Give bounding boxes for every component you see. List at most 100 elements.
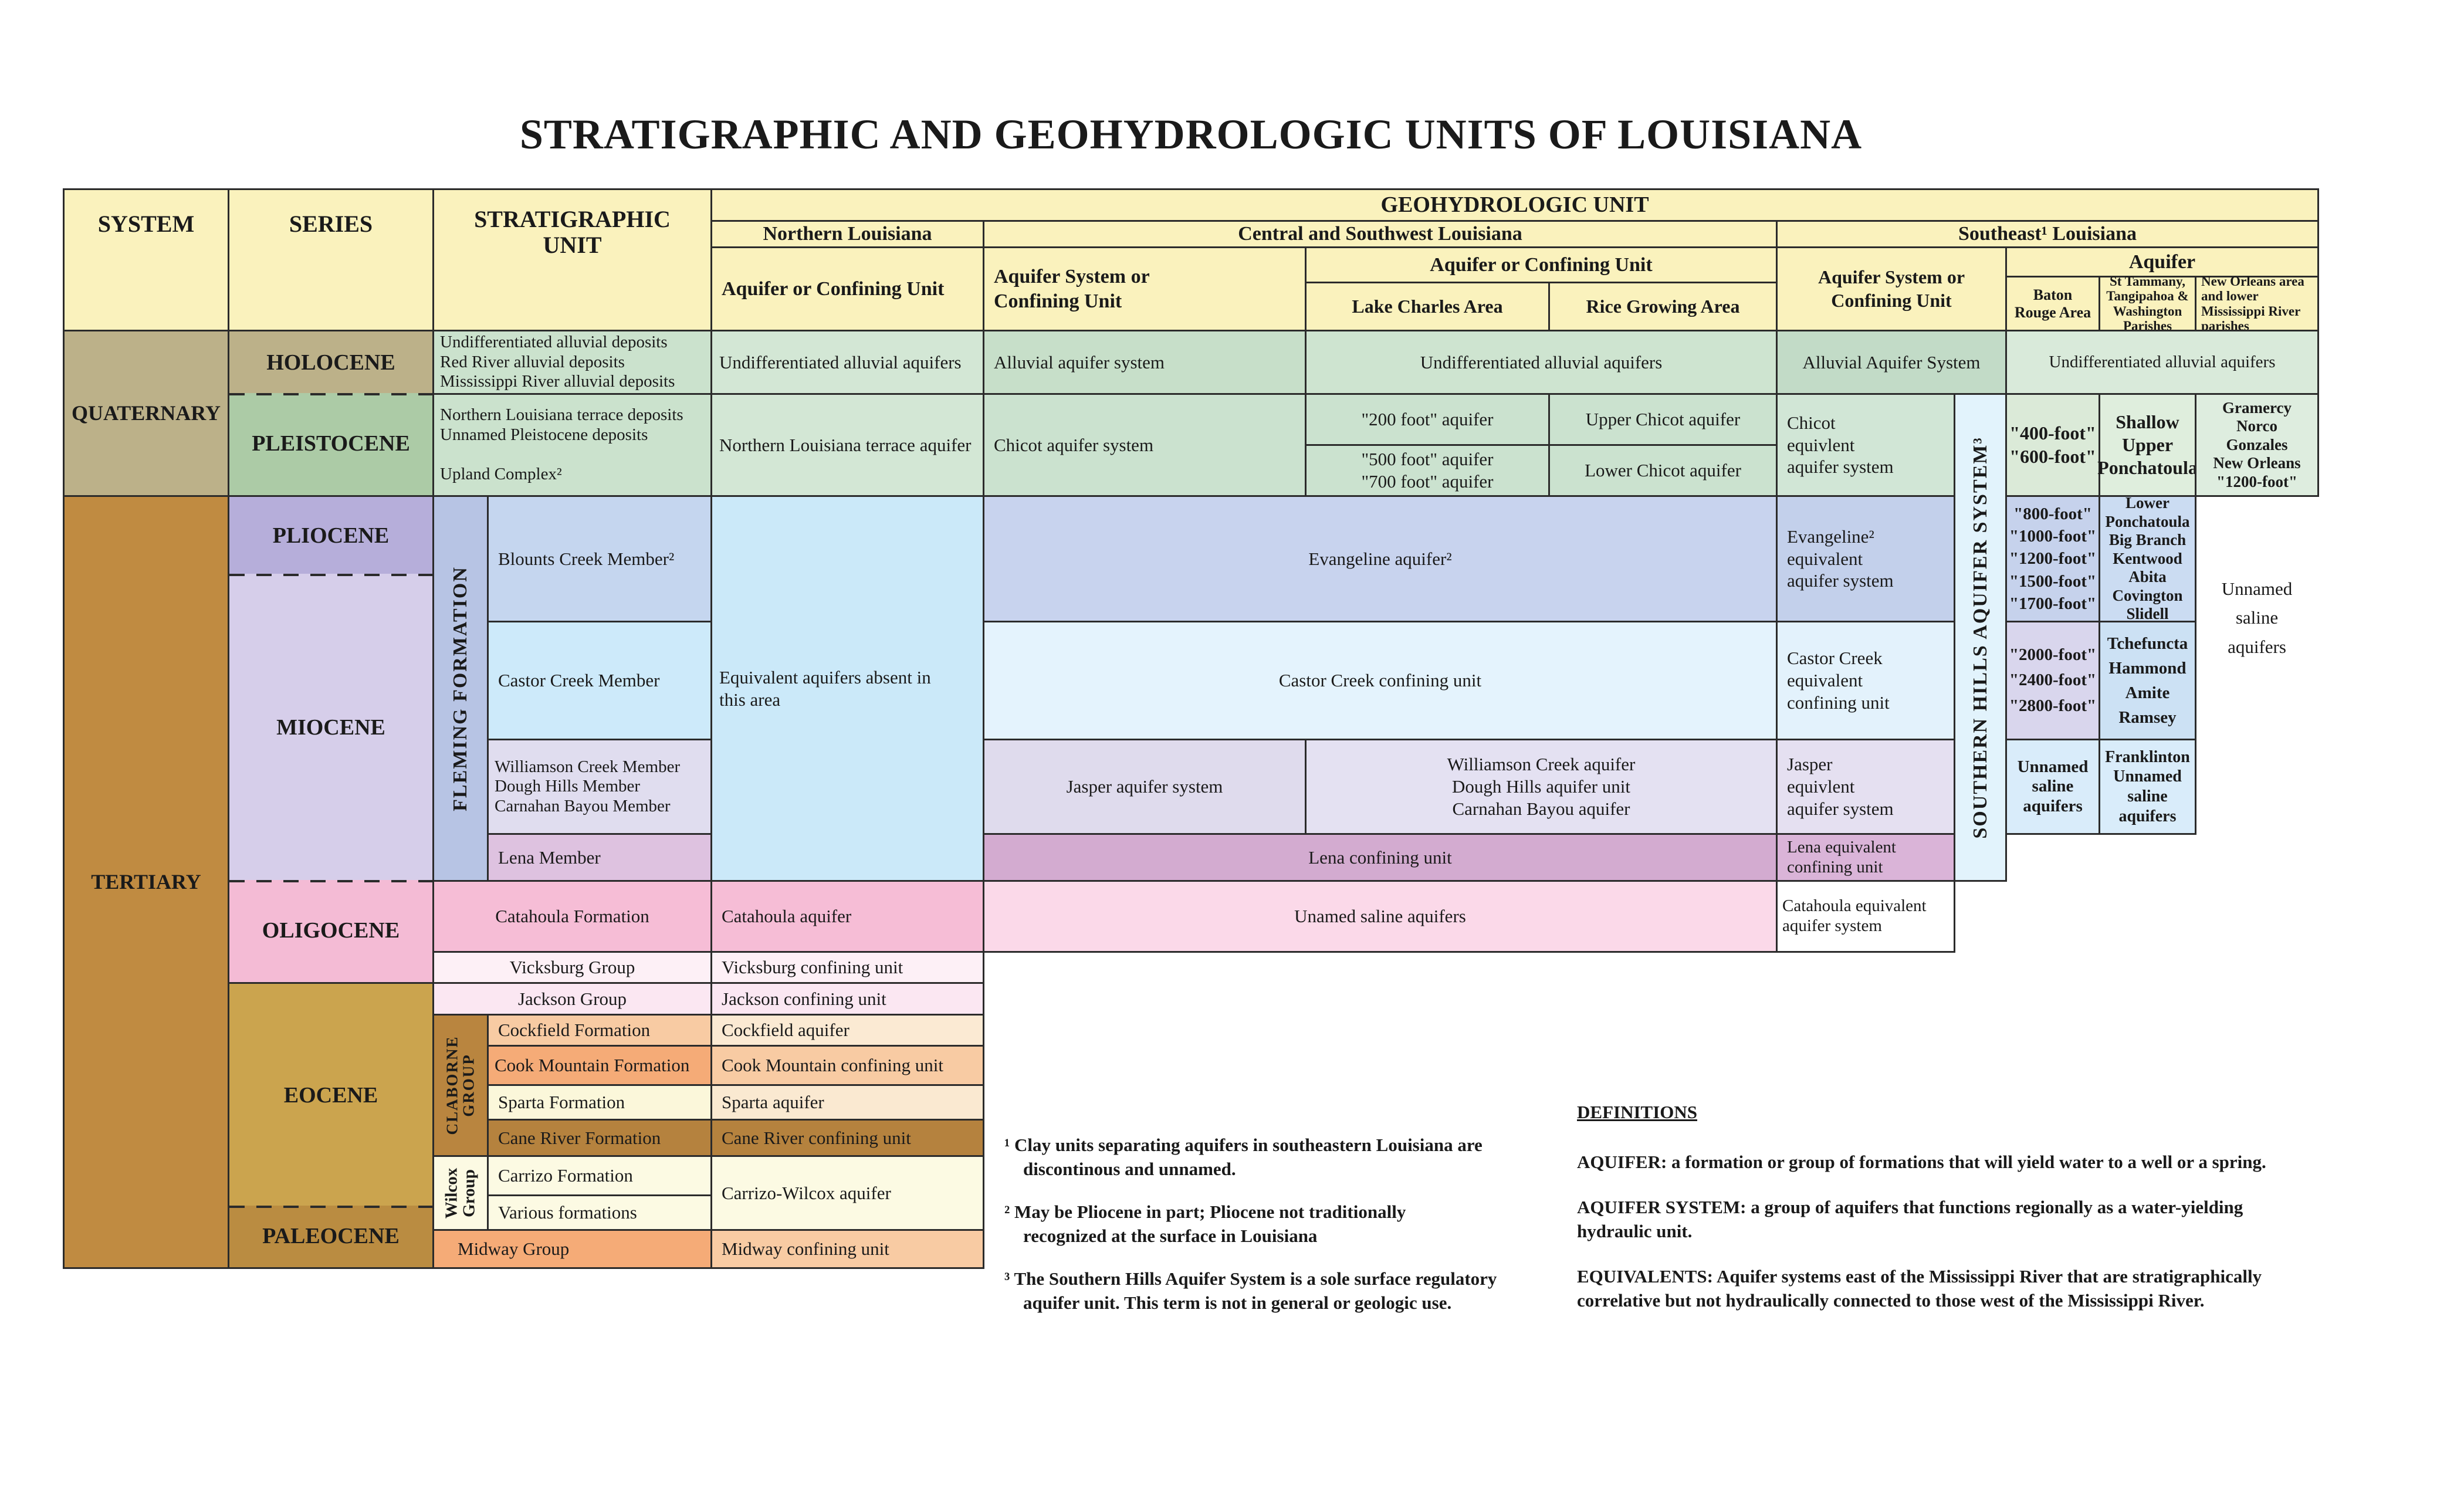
cell-central-jasper-system: Jasper aquifer system [983,739,1307,835]
cell-se-lower-ponchatoula-list: Lower Ponchatoula Big Branch Kentwood Ab… [2099,494,2196,622]
cell-se-2000-2800-foot: "2000-foot" "2400-foot" "2800-foot" [2005,621,2100,740]
header-rice-growing-area: Rice Growing Area [1548,282,1778,331]
cell-strat-wilcox-group-strip: Wilcox Group [432,1155,489,1231]
header-central-aquifer-system-or-confining: Aquifer System or Confining Unit [983,246,1307,331]
cell-se-evangeline-equivalent: Evangeline² equivalent aquifer system [1776,495,1955,622]
header-central-southwest-louisiana: Central and Southwest Louisiana [983,220,1778,248]
cell-central-williamson-aquifer: Williamson Creek aquifer Dough Hills aqu… [1305,739,1778,835]
cell-north-cockfield-aquifer: Cockfield aquifer [710,1014,984,1047]
fleming-formation-label: FLEMING FORMATION [449,566,472,811]
cell-central-unamed-saline: Unamed saline aquifers [983,880,1778,953]
header-lake-charles-area: Lake Charles Area [1305,282,1550,331]
cell-se-catahoula-equivalent: Catahoula equivalent aquifer system [1776,880,1955,953]
cell-central-lena-confining: Lena confining unit [983,833,1778,882]
claiborne-group-label: CLABORNE GROUP [443,1035,478,1135]
cell-central-castor-confining: Castor Creek confining unit [983,621,1778,740]
cell-central-evangeline-aquifer: Evangeline aquifer² [983,495,1778,622]
cell-central-undiff-alluvial: Undifferentiated alluvial aquifers [1305,330,1778,395]
cell-se-lena-equivalent: Lena equivalent confining unit [1776,833,1955,882]
cell-series-holocene: HOLOCENE [228,330,434,395]
cell-central-alluvial-system: Alluvial aquifer system [983,330,1307,395]
header-system: SYSTEM [63,188,229,331]
cell-se-shallow-upper-ponchatoula: Shallow Upper Ponchatoula [2097,393,2198,497]
cell-se-br-unnamed-saline: Unnamed saline aquifers [2005,739,2100,835]
cell-strat-claiborne-group-strip: CLABORNE GROUP [432,1014,489,1157]
header-stratigraphic-unit: STRATIGRAPHIC UNIT [432,188,712,331]
header-se-aquifer-system-or-confining: Aquifer System or Confining Unit [1776,246,2007,331]
cell-se-800-1700-foot: "800-foot" "1000-foot" "1200-foot" "1500… [2005,495,2100,622]
header-northern-louisiana: Northern Louisiana [710,220,984,248]
footnote-3: ³ The Southern Hills Aquifer System is a… [1004,1268,1497,1313]
header-st-tammany-parishes: St Tammany, Tangipahoa & Washington Pari… [2099,274,2196,333]
cell-system-tertiary: TERTIARY [63,495,229,1269]
cell-north-sparta-aquifer: Sparta aquifer [710,1084,984,1121]
header-central-aquifer-or-confining: Aquifer or Confining Unit [1305,246,1778,283]
cell-strat-catahoula-formation: Catahoula Formation [432,880,712,953]
cell-strat-castor-creek: Castor Creek Member [487,621,712,740]
cell-strat-cane-river-formation: Cane River Formation [487,1119,712,1157]
cell-strat-sparta-formation: Sparta Formation [487,1084,712,1121]
footnotes-block: ¹ Clay units separating aquifers in sout… [1004,1133,1532,1333]
cell-series-pliocene: PLIOCENE [228,495,434,576]
header-northern-aquifer-or-confining: Aquifer or Confining Unit [710,246,984,331]
cell-series-pleistocene: PLEISTOCENE [228,393,434,497]
cell-central-lower-chicot: Lower Chicot aquifer [1548,444,1778,497]
header-new-orleans-area: New Orleans area and lower Mississippi R… [2195,274,2319,333]
cell-central-chicot-system: Chicot aquifer system [983,393,1307,497]
footnote-2: ² May be Pliocene in part; Pliocene not … [1004,1201,1406,1246]
definitions-block: DEFINITIONS AQUIFER: a formation or grou… [1577,1101,2316,1333]
footnote-1: ¹ Clay units separating aquifers in sout… [1004,1135,1483,1179]
header-series: SERIES [228,188,434,331]
cell-central-upper-chicot: Upper Chicot aquifer [1548,393,1778,446]
cell-north-equivalent-absent: Equivalent aquifers absent in this area [710,495,984,882]
cell-strat-fleming-formation-strip: FLEMING FORMATION [432,495,489,882]
cell-strat-various-formations: Various formations [487,1194,712,1231]
cell-se-jasper-equivalent: Jasper equivlent aquifer system [1776,739,1955,835]
cell-series-oligocene: OLIGOCENE [228,880,434,984]
cell-series-miocene: MIOCENE [228,574,434,882]
dashed-boundary-pliocene-miocene [229,574,432,576]
cell-north-cook-confining: Cook Mountain confining unit [710,1045,984,1086]
definition-equivalents: EQUIVALENTS: Aquifer systems east of the… [1577,1265,2262,1311]
dashed-boundary-miocene-oligocene [229,880,432,882]
cell-north-vicksburg-confining: Vicksburg confining unit [710,951,984,984]
definition-aquifer: AQUIFER: a formation or group of formati… [1577,1151,2266,1172]
header-se-aquifer: Aquifer [2005,246,2319,277]
cell-strat-vicksburg-group: Vicksburg Group [432,951,712,984]
cell-se-alluvial-system: Alluvial Aquifer System [1776,330,2007,395]
cell-series-paleocene: PALEOCENE [228,1206,434,1269]
cell-strat-cook-mountain-formation: Cook Mountain Formation [487,1045,712,1086]
cell-north-undiff-alluvial-aquifers: Undifferentiated alluvial aquifers [710,330,984,395]
cell-north-catahoula-aquifer: Catahoula aquifer [710,880,984,953]
cell-system-quaternary: QUATERNARY [63,330,229,497]
cell-strat-carrizo-formation: Carrizo Formation [487,1155,712,1196]
cell-se-tchefuncta-list: Tchefuncta Hammond Amite Ramsey [2099,621,2196,740]
cell-strat-williamson-creek: Williamson Creek Member Dough Hills Memb… [487,739,712,835]
header-baton-rouge-area: Baton Rouge Area [2005,276,2100,331]
cell-se-undiff-alluvial: Undifferentiated alluvial aquifers [2005,330,2319,395]
cell-se-chicot-equivalent: Chicot equivlent aquifer system [1776,393,1955,497]
cell-se-no-unnamed-saline: Unnamed saline aquifers [2196,497,2317,739]
cell-north-terrace-aquifer: Northern Louisiana terrace aquifer [710,393,984,497]
definition-aquifer-system: AQUIFER SYSTEM: a group of aquifers that… [1577,1196,2243,1241]
cell-se-400-600-foot: "400-foot" "600-foot" [2005,393,2100,497]
cell-strat-holocene-deposits: Undifferentiated alluvial deposits Red R… [432,330,712,395]
header-geohydrologic-unit: GEOHYDROLOGIC UNIT [710,188,2319,222]
header-southeast-louisiana: Southeast¹ Louisiana [1776,220,2319,248]
cell-central-500-700-foot-aquifer: "500 foot" aquifer "700 foot" aquifer [1305,444,1550,497]
cell-north-midway-confining: Midway confining unit [710,1229,984,1269]
cell-strat-blounts-creek: Blounts Creek Member² [487,495,712,622]
cell-strat-lena-member: Lena Member [487,833,712,882]
cell-north-cane-river-confining: Cane River confining unit [710,1119,984,1157]
cell-north-jackson-confining: Jackson confining unit [710,982,984,1016]
cell-strat-jackson-group: Jackson Group [432,982,712,1016]
cell-se-castor-equivalent: Castor Creek equivalent confining unit [1776,621,1955,740]
wilcox-group-label: Wilcox Group [442,1167,479,1219]
cell-se-southern-hills-strip: SOUTHERN HILLS AQUIFER SYSTEM³ [1954,393,2007,882]
cell-se-gramercy-norco: Gramercy Norco Gonzales New Orleans "120… [2195,393,2319,497]
cell-strat-pleistocene-deposits: Northern Louisiana terrace deposits Unna… [432,393,712,497]
cell-strat-midway-group: Midway Group [432,1229,712,1269]
southern-hills-label: SOUTHERN HILLS AQUIFER SYSTEM³ [1969,436,1991,839]
dashed-boundary-eocene-paleocene [229,1206,432,1208]
